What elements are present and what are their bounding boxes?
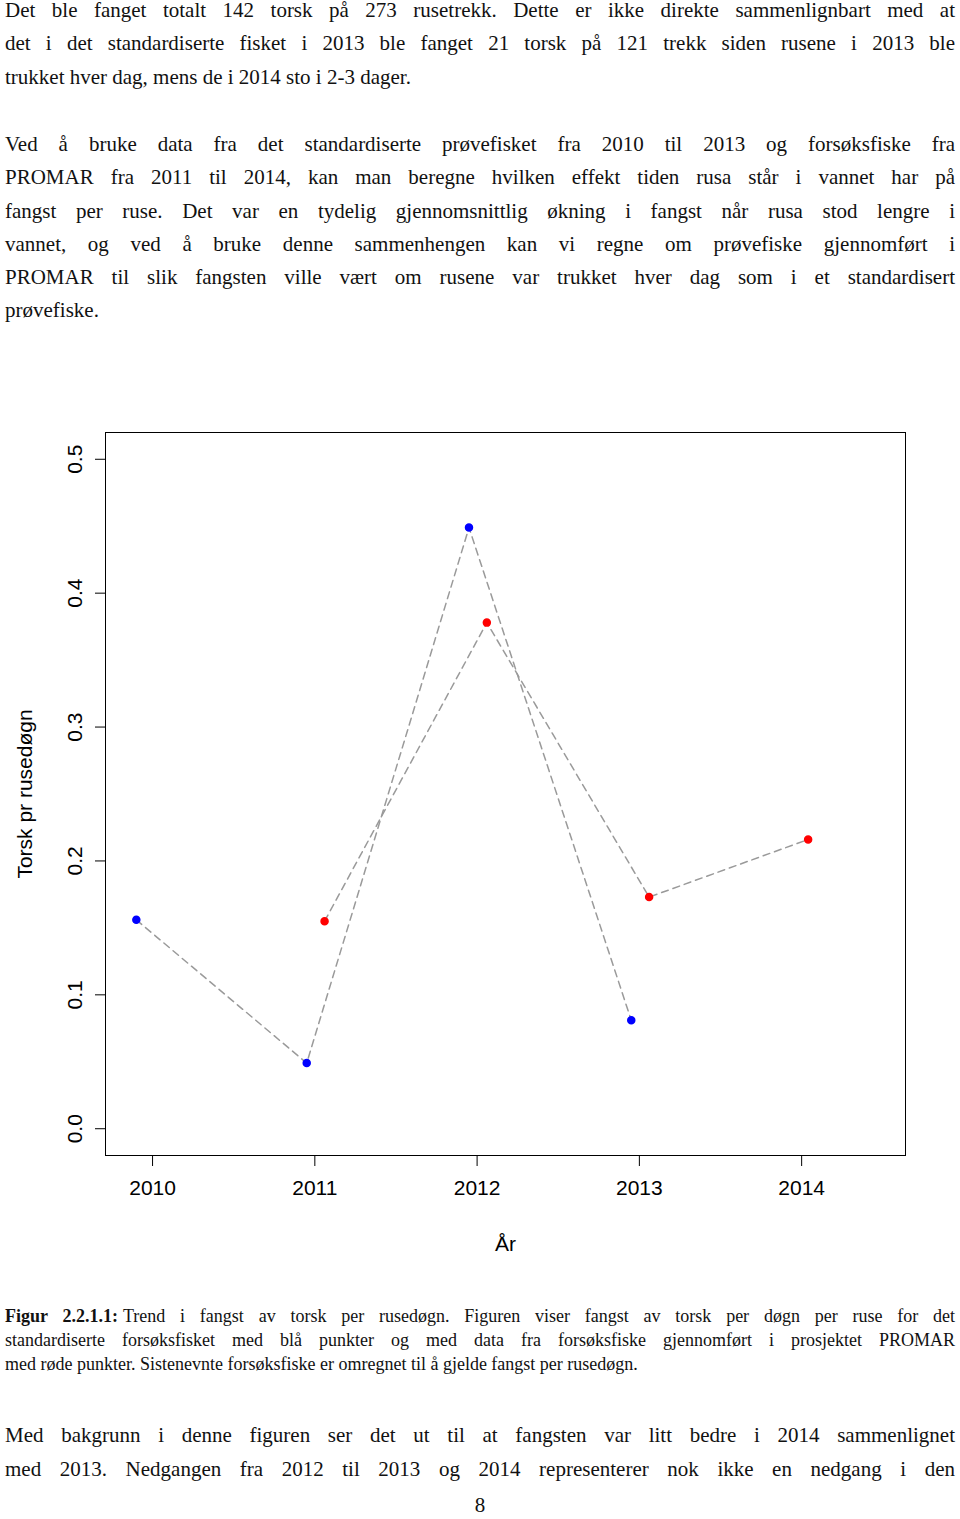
- html-text:vannet, og ved å bruke denne s: vannet, og ved å bruke denne sammenhenge…: [5, 231, 955, 256]
- svg-text:Torsk pr rusedøgn: Torsk pr rusedøgn: [13, 709, 36, 878]
- svg-text:2013: 2013: [616, 1176, 663, 1199]
- svg-text:0.2: 0.2: [63, 846, 86, 875]
- html-text:PROMAR fra 2011 til 2014, kan: PROMAR fra 2011 til 2014, kan man beregn…: [5, 165, 955, 190]
- svg-text:År: År: [495, 1232, 516, 1255]
- svg-text:0.5: 0.5: [63, 445, 86, 474]
- html-text:med 2013. Nedgangen fra 2012 t: med 2013. Nedgangen fra 2012 til 2013 og…: [5, 1457, 955, 1481]
- svg-text:2010: 2010: [129, 1176, 176, 1199]
- svg-text:2014: 2014: [778, 1176, 825, 1199]
- html-text:8: 8: [474, 1493, 486, 1517]
- html-text:Figur 2.2.1.1: Trend i fangst: Figur 2.2.1.1: Trend i fangst av torsk p…: [5, 1306, 955, 1326]
- svg-text:2011: 2011: [292, 1176, 337, 1199]
- svg-text:0.0: 0.0: [63, 1114, 86, 1143]
- html-text:fangst per ruse. Det var en ty: fangst per ruse. Det var en tydelig gjen…: [5, 198, 955, 223]
- html-text:prøvefiske.: prøvefiske.: [5, 298, 99, 323]
- html-text:Med bakgrunn i denne figuren s: Med bakgrunn i denne figuren ser det ut …: [5, 1423, 955, 1447]
- html-text:PROMAR til slik fangsten ville: PROMAR til slik fangsten ville vært om r…: [5, 265, 955, 290]
- html-text:standardiserte forsøksfisket m: standardiserte forsøksfisket med blå pun…: [5, 1330, 955, 1350]
- html-text:det i det standardiserte fiske: det i det standardiserte fisket i 2013 b…: [5, 31, 955, 56]
- svg-text:0.4: 0.4: [63, 578, 86, 608]
- html-text:trukket hver dag, mens de i 20: trukket hver dag, mens de i 2014 sto i 2…: [5, 64, 411, 89]
- html-text:med røde punkter. Sistenevnte: med røde punkter. Sistenevnte forsøksfis…: [5, 1354, 638, 1374]
- svg-text:0.1: 0.1: [63, 980, 86, 1009]
- html-text:Ved å bruke data fra det stand: Ved å bruke data fra det standardiserte …: [5, 132, 955, 156]
- svg-text:0.3: 0.3: [63, 712, 86, 741]
- svg-text:2012: 2012: [454, 1176, 501, 1199]
